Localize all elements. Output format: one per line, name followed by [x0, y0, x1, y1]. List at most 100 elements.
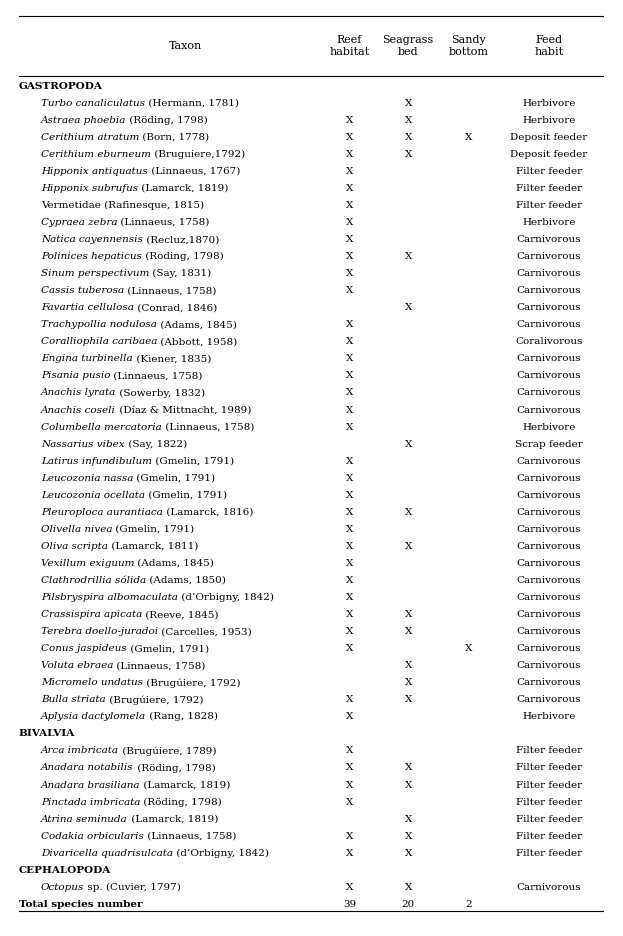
Text: Seagrass
bed: Seagrass bed [383, 35, 434, 56]
Text: Crassispira apicata: Crassispira apicata [41, 610, 142, 619]
Text: Turbo canaliculatus: Turbo canaliculatus [41, 98, 145, 108]
Text: (Kiener, 1835): (Kiener, 1835) [133, 355, 211, 363]
Text: (Lamarck, 1811): (Lamarck, 1811) [108, 542, 198, 551]
Text: X: X [346, 525, 353, 534]
Text: Hipponix antiquatus: Hipponix antiquatus [41, 167, 148, 176]
Text: Cerithium atratum: Cerithium atratum [41, 133, 140, 141]
Text: Filter feeder: Filter feeder [516, 201, 582, 210]
Text: BIVALVIA: BIVALVIA [19, 729, 75, 739]
Text: CEPHALOPODA: CEPHALOPODA [19, 866, 111, 875]
Text: X: X [346, 252, 353, 261]
Text: Deposit feeder: Deposit feeder [510, 133, 587, 141]
Text: (Linnaeus, 1767): (Linnaeus, 1767) [148, 167, 240, 176]
Text: Atrina seminuda: Atrina seminuda [41, 814, 128, 824]
Text: X: X [465, 644, 472, 653]
Text: (Brugúiere, 1792): (Brugúiere, 1792) [143, 678, 240, 688]
Text: (Brugúiere, 1792): (Brugúiere, 1792) [105, 695, 203, 705]
Text: Oliva scripta: Oliva scripta [41, 542, 108, 551]
Text: X: X [346, 167, 353, 176]
Text: X: X [346, 764, 353, 772]
Text: X: X [346, 337, 353, 346]
Text: (d’Orbigny, 1842): (d’Orbigny, 1842) [173, 849, 269, 857]
Text: X: X [346, 542, 353, 551]
Text: X: X [346, 781, 353, 790]
Text: X: X [346, 133, 353, 141]
Text: (Röding, 1798): (Röding, 1798) [126, 116, 208, 124]
Text: Favartia cellulosa: Favartia cellulosa [41, 303, 134, 313]
Text: Olivella nivea: Olivella nivea [41, 525, 112, 534]
Text: Carnivorous: Carnivorous [516, 286, 581, 295]
Text: X: X [404, 764, 412, 772]
Text: X: X [346, 576, 353, 585]
Text: (Lamarck, 1819): (Lamarck, 1819) [140, 781, 231, 790]
Text: X: X [404, 303, 412, 313]
Text: Voluta ebraea: Voluta ebraea [41, 661, 113, 670]
Text: X: X [346, 610, 353, 619]
Text: Vexillum exiguum: Vexillum exiguum [41, 559, 135, 568]
Text: Carnivorous: Carnivorous [516, 303, 581, 313]
Text: X: X [404, 98, 412, 108]
Text: X: X [404, 883, 412, 892]
Text: X: X [404, 679, 412, 687]
Text: Carnivorous: Carnivorous [516, 252, 581, 261]
Text: Carnivorous: Carnivorous [516, 679, 581, 687]
Text: Taxon: Taxon [169, 41, 202, 51]
Text: Filter feeder: Filter feeder [516, 814, 582, 824]
Text: Pinctada imbricata: Pinctada imbricata [41, 797, 140, 807]
Text: X: X [346, 593, 353, 602]
Text: Carnivorous: Carnivorous [516, 593, 581, 602]
Text: X: X [346, 457, 353, 465]
Text: (Hermann, 1781): (Hermann, 1781) [145, 98, 239, 108]
Text: Carnivorous: Carnivorous [516, 457, 581, 465]
Text: X: X [346, 490, 353, 500]
Text: Filter feeder: Filter feeder [516, 764, 582, 772]
Text: 20: 20 [401, 899, 415, 909]
Text: Herbivore: Herbivore [522, 712, 576, 722]
Text: X: X [346, 235, 353, 244]
Text: Codakia orbicularis: Codakia orbicularis [41, 832, 144, 841]
Text: X: X [404, 781, 412, 790]
Text: Filter feeder: Filter feeder [516, 781, 582, 790]
Text: Vermetidae (Rafinesque, 1815): Vermetidae (Rafinesque, 1815) [41, 201, 204, 210]
Text: (Gmelin, 1791): (Gmelin, 1791) [133, 474, 216, 483]
Text: Carnivorous: Carnivorous [516, 355, 581, 363]
Text: Filter feeder: Filter feeder [516, 183, 582, 193]
Text: (Lamarck, 1816): (Lamarck, 1816) [163, 508, 253, 517]
Text: Nassarius vibex: Nassarius vibex [41, 440, 125, 448]
Text: Carnivorous: Carnivorous [516, 388, 581, 398]
Text: (Born, 1778): (Born, 1778) [140, 133, 209, 141]
Text: Columbella mercatoria: Columbella mercatoria [41, 422, 162, 431]
Text: X: X [404, 150, 412, 159]
Text: Carnivorous: Carnivorous [516, 372, 581, 380]
Text: Herbivore: Herbivore [522, 98, 576, 108]
Text: X: X [346, 422, 353, 431]
Text: Scrap feeder: Scrap feeder [515, 440, 583, 448]
Text: (Reeve, 1845): (Reeve, 1845) [142, 610, 219, 619]
Text: (Bruguiere,1792): (Bruguiere,1792) [151, 150, 245, 159]
Text: Clathrodrillia sólida: Clathrodrillia sólida [41, 576, 146, 585]
Text: (Recluz,1870): (Recluz,1870) [143, 235, 219, 244]
Text: (Roding, 1798): (Roding, 1798) [142, 252, 224, 261]
Text: (Linnaeus, 1758): (Linnaeus, 1758) [144, 832, 236, 841]
Text: Carnivorous: Carnivorous [516, 490, 581, 500]
Text: (Sowerby, 1832): (Sowerby, 1832) [117, 388, 206, 398]
Text: Astraea phoebia: Astraea phoebia [41, 116, 126, 124]
Text: Carnivorous: Carnivorous [516, 695, 581, 704]
Text: Anadara notabilis: Anadara notabilis [41, 764, 133, 772]
Text: (Conrad, 1846): (Conrad, 1846) [134, 303, 217, 313]
Text: X: X [404, 252, 412, 261]
Text: Cypraea zebra: Cypraea zebra [41, 218, 118, 227]
Text: X: X [404, 116, 412, 124]
Text: Micromelo undatus: Micromelo undatus [41, 679, 143, 687]
Text: X: X [346, 388, 353, 398]
Text: X: X [404, 440, 412, 448]
Text: (Say, 1822): (Say, 1822) [125, 440, 187, 448]
Text: X: X [404, 661, 412, 670]
Text: Sinum perspectivum: Sinum perspectivum [41, 270, 150, 278]
Text: Conus jaspideus: Conus jaspideus [41, 644, 126, 653]
Text: Carnivorous: Carnivorous [516, 627, 581, 636]
Text: Cassis tuberosa: Cassis tuberosa [41, 286, 124, 295]
Text: (Adams, 1850): (Adams, 1850) [146, 576, 226, 585]
Text: Filter feeder: Filter feeder [516, 167, 582, 176]
Text: X: X [346, 712, 353, 722]
